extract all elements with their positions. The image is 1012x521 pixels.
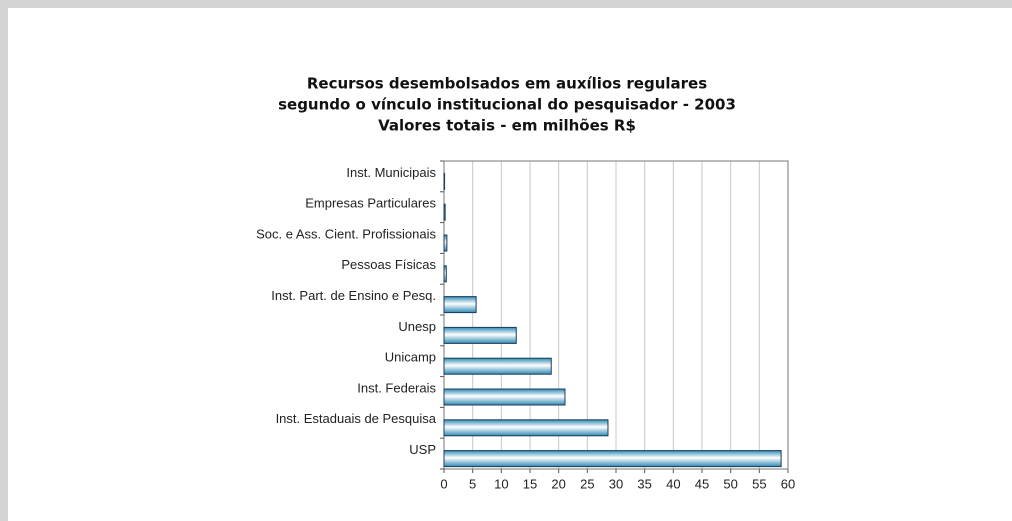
- bar: [443, 388, 566, 406]
- x-tick-label: 5: [469, 476, 476, 491]
- y-tick-label: USP: [409, 442, 436, 457]
- x-tick-label: 0: [440, 476, 447, 491]
- y-tick-label: Inst. Part. de Ensino e Pesq.: [271, 288, 436, 303]
- frame-left: [0, 0, 8, 521]
- chart-title: segundo o vínculo institucional do pesqu…: [278, 96, 736, 114]
- bar: [443, 419, 609, 437]
- y-tick-label: Inst. Estaduais de Pesquisa: [276, 411, 437, 426]
- x-tick-label: 50: [723, 476, 737, 491]
- bar: [443, 172, 446, 190]
- x-tick-label: 35: [637, 476, 651, 491]
- y-tick-label: Unicamp: [385, 350, 436, 365]
- x-tick-label: 60: [781, 476, 795, 491]
- chart-title: Valores totais - em milhões R$: [378, 117, 636, 135]
- x-tick-label: 45: [695, 476, 709, 491]
- y-tick-label: Empresas Particulares: [305, 196, 436, 211]
- chart-title: Recursos desembolsados em auxílios regul…: [307, 75, 707, 93]
- x-tick-label: 25: [580, 476, 594, 491]
- x-tick-label: 10: [494, 476, 508, 491]
- bar: [443, 326, 517, 344]
- bar: [443, 203, 446, 221]
- y-tick-label: Inst. Municipais: [346, 165, 436, 180]
- x-tick-label: 15: [523, 476, 537, 491]
- y-tick-label: Inst. Federais: [357, 380, 436, 395]
- x-tick-label: 55: [752, 476, 766, 491]
- bar: [443, 265, 447, 283]
- y-tick-label: Pessoas Físicas: [341, 257, 436, 272]
- y-tick-label: Unesp: [398, 319, 436, 334]
- bar: [443, 357, 552, 375]
- bar: [443, 234, 448, 252]
- frame-top: [0, 0, 1012, 8]
- bar: [443, 450, 782, 468]
- x-tick-label: 30: [609, 476, 623, 491]
- bar: [443, 296, 477, 314]
- x-tick-label: 20: [551, 476, 565, 491]
- x-tick-label: 40: [666, 476, 680, 491]
- y-tick-label: Soc. e Ass. Cient. Profissionais: [256, 226, 436, 241]
